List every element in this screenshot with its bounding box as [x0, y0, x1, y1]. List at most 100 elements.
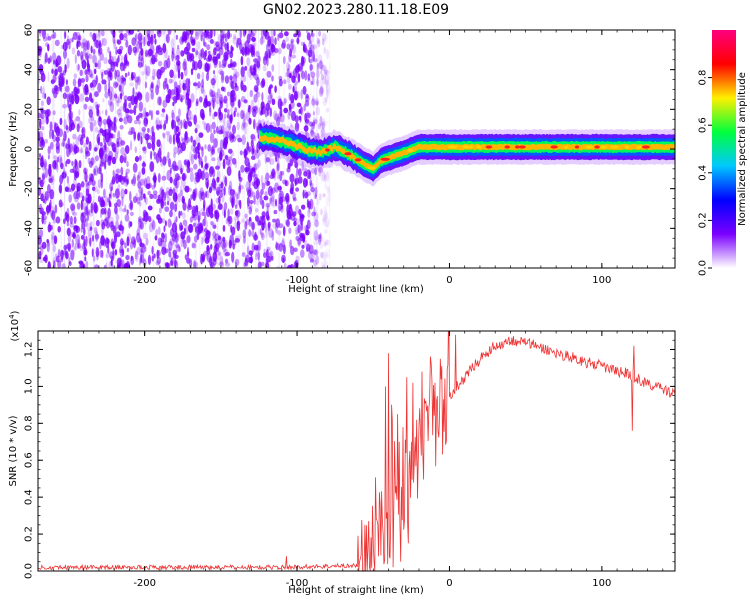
noise-blob	[92, 54, 97, 64]
noise-blob	[271, 64, 275, 72]
noise-blob	[145, 65, 151, 77]
noise-blob	[175, 87, 178, 93]
noise-blob	[77, 238, 80, 249]
noise-blob	[49, 224, 53, 231]
spectrogram-x-tick-label: -200	[133, 275, 156, 286]
noise-blob	[219, 100, 223, 109]
noise-blob	[219, 139, 224, 150]
noise-blob	[281, 196, 286, 202]
noise-blob	[255, 215, 260, 222]
noise-blob	[182, 185, 187, 191]
noise-blob	[157, 173, 161, 183]
noise-blob	[212, 230, 216, 239]
noise-blob	[292, 86, 295, 93]
noise-blob	[163, 59, 168, 70]
noise-blob	[156, 139, 161, 148]
noise-blob	[167, 151, 170, 158]
noise-blob	[321, 264, 326, 268]
noise-blob	[295, 74, 301, 79]
noise-blob	[162, 132, 165, 137]
noise-blob	[167, 30, 172, 35]
noise-blob	[125, 262, 131, 268]
noise-blob	[159, 124, 163, 129]
noise-blob	[72, 211, 78, 217]
noise-blob	[190, 135, 193, 143]
noise-blob	[260, 36, 266, 44]
noise-blob	[178, 142, 183, 148]
noise-blob	[264, 176, 267, 186]
noise-blob	[223, 30, 226, 36]
noise-blob	[116, 100, 120, 107]
noise-blob	[243, 150, 249, 156]
noise-blob	[65, 79, 68, 86]
noise-blob	[155, 84, 160, 96]
noise-blob	[292, 44, 296, 55]
noise-blob	[172, 101, 175, 107]
noise-blob	[71, 94, 75, 105]
noise-blob	[171, 96, 178, 101]
noise-blob	[323, 260, 326, 268]
noise-blob	[283, 79, 287, 85]
noise-blob	[255, 86, 258, 92]
spectrogram-noise	[38, 30, 332, 268]
noise-blob	[67, 243, 71, 253]
noise-blob	[124, 60, 130, 66]
noise-blob	[51, 68, 54, 75]
noise-blob	[116, 214, 120, 221]
noise-blob	[119, 125, 124, 130]
noise-blob	[304, 239, 308, 247]
noise-blob	[134, 156, 140, 163]
noise-blob	[223, 209, 226, 219]
noise-blob	[183, 46, 189, 55]
ridge-peak	[515, 145, 520, 149]
noise-blob	[253, 105, 259, 114]
noise-blob	[81, 38, 86, 46]
noise-blob	[155, 119, 159, 127]
noise-blob	[253, 85, 259, 93]
snr-background	[38, 331, 675, 571]
noise-blob	[156, 256, 161, 265]
noise-blob	[71, 160, 74, 167]
noise-blob	[163, 201, 167, 206]
noise-streak	[242, 30, 244, 268]
noise-blob	[89, 121, 94, 132]
noise-blob	[318, 166, 324, 173]
noise-blob	[208, 50, 211, 55]
noise-blob	[68, 104, 72, 112]
noise-blob	[283, 244, 286, 255]
noise-streak	[92, 30, 95, 268]
noise-blob	[277, 200, 283, 212]
noise-blob	[280, 240, 286, 248]
noise-blob	[267, 100, 271, 105]
noise-blob	[91, 180, 96, 186]
noise-blob	[208, 63, 212, 70]
snr-y-ticks: 0.00.20.40.60.81.01.2	[24, 339, 675, 579]
noise-blob	[100, 218, 104, 230]
noise-blob	[72, 78, 77, 87]
noise-blob	[66, 147, 70, 158]
noise-blob	[38, 153, 42, 158]
noise-blob	[276, 163, 280, 172]
noise-blob	[184, 185, 190, 193]
noise-blob	[200, 191, 206, 201]
noise-blob	[322, 218, 325, 226]
noise-blob	[109, 61, 115, 67]
noise-blob	[142, 217, 145, 222]
noise-blob	[55, 136, 60, 143]
noise-blob	[257, 251, 260, 261]
noise-blob	[126, 160, 129, 168]
noise-blob	[263, 248, 266, 254]
noise-blob	[140, 112, 145, 120]
noise-blob	[118, 117, 123, 123]
noise-blob	[205, 122, 211, 133]
noise-blob	[110, 259, 113, 267]
noise-blob	[52, 257, 56, 266]
noise-blob	[224, 153, 227, 162]
noise-blob	[110, 186, 113, 192]
noise-blob	[49, 121, 53, 132]
noise-blob	[265, 202, 271, 208]
noise-blob	[157, 60, 163, 67]
noise-blob	[193, 221, 198, 230]
ridge-peak	[641, 145, 650, 149]
noise-blob	[93, 204, 99, 214]
